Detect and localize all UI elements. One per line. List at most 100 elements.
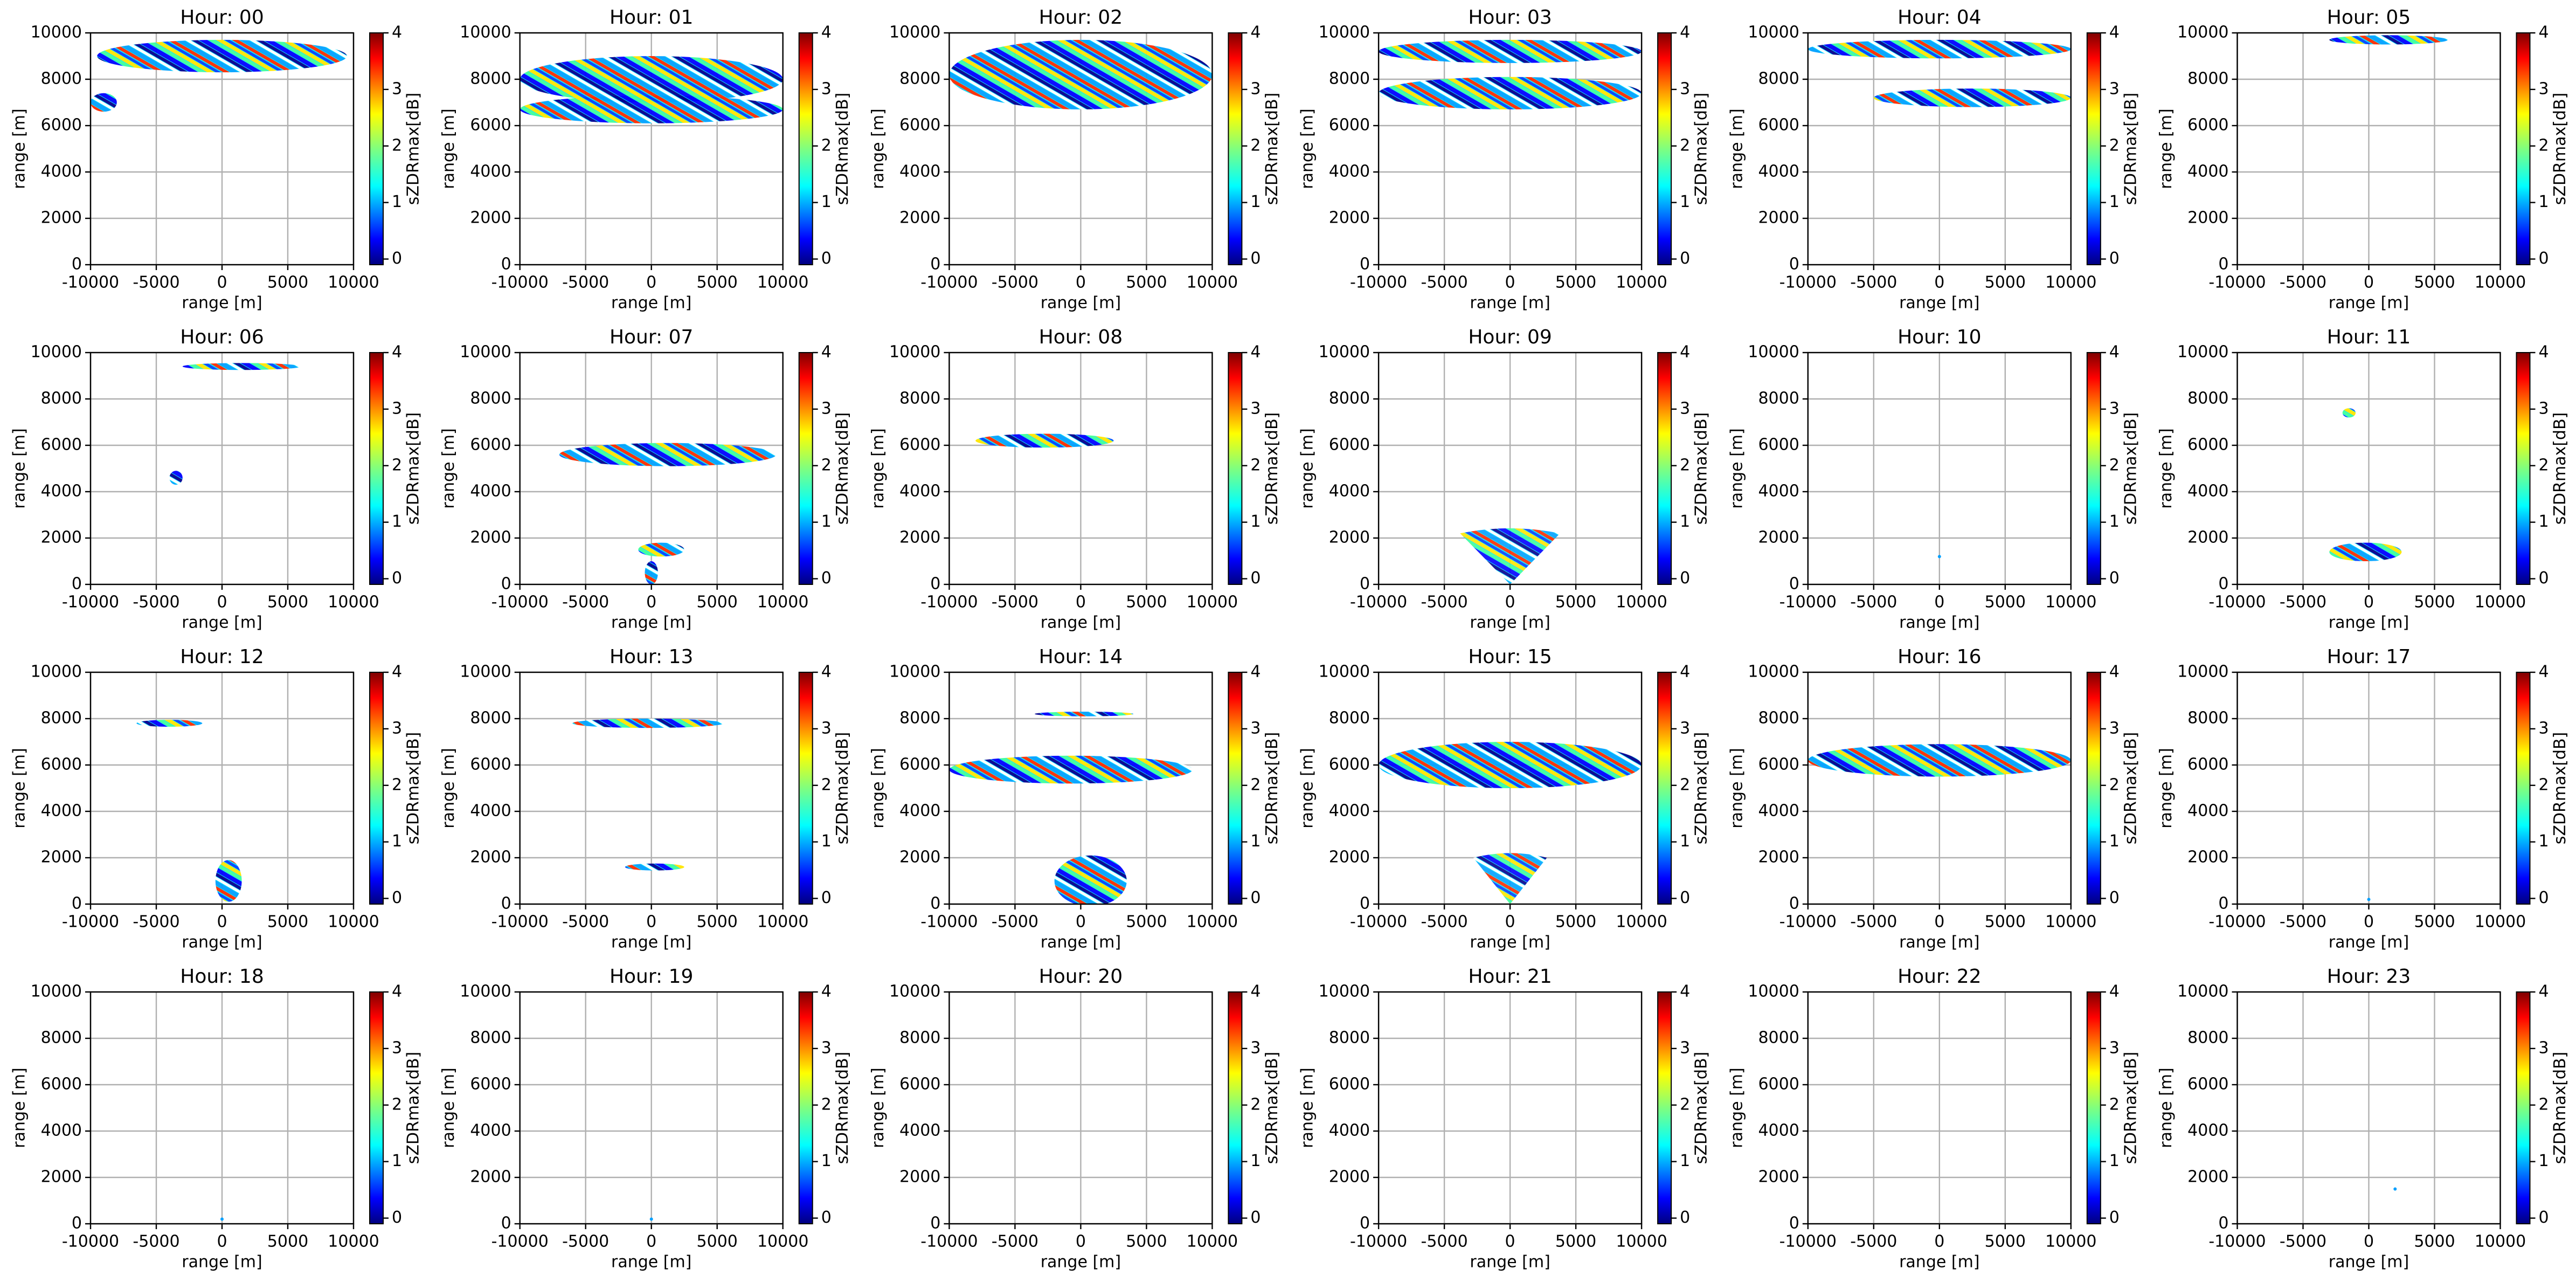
x-axis-label: range [m]: [1470, 1253, 1550, 1272]
colorbar-tick-label: 4: [1680, 982, 1690, 1001]
chart-title: Hour: 11: [2327, 326, 2411, 348]
colorbar-tick-label: 1: [2109, 512, 2120, 531]
y-tick-label: 6000: [41, 1075, 82, 1094]
y-tick-label: 6000: [41, 436, 82, 454]
x-tick-label: 5000: [2414, 913, 2455, 932]
colorbar-tick-label: 4: [1250, 343, 1261, 362]
x-tick-label: -10000: [1350, 1232, 1407, 1251]
panel: -10000 -5000 0 5000 100000200040006000800010…: [869, 326, 1282, 632]
y-tick-label: 2000: [470, 528, 511, 547]
colorbar-label: sZDRmax[dB]: [404, 732, 423, 845]
panel: -10000 -5000 0 5000 100000200040006000800010…: [1727, 6, 2140, 313]
y-axis-label: range [m]: [10, 748, 29, 828]
colorbar-tick-label: 1: [392, 192, 402, 211]
axes-frame: [89, 991, 355, 1225]
colorbar: [2516, 32, 2531, 265]
x-tick-label: -5000: [562, 273, 609, 292]
y-tick-label: 4000: [899, 802, 940, 821]
x-tick-label: 5000: [697, 273, 738, 292]
y-axis-label: range [m]: [10, 428, 29, 508]
y-tick-label: 6000: [470, 436, 511, 454]
chart-title: Hour: 16: [1898, 646, 1981, 668]
y-tick-label: 8000: [41, 709, 82, 728]
colorbar-tick-label: 2: [821, 775, 832, 794]
x-tick-label: -10000: [491, 1232, 549, 1251]
y-tick-label: 0: [930, 894, 940, 913]
colorbar-label: sZDRmax[dB]: [1263, 1052, 1282, 1164]
colorbar-tick-label: 2: [1250, 1095, 1261, 1114]
echo-region: [1808, 39, 2071, 59]
y-tick-label: 2000: [2187, 848, 2228, 867]
y-tick-label: 4000: [41, 802, 82, 821]
y-axis-label: range [m]: [10, 1067, 29, 1148]
colorbar: [369, 672, 384, 905]
axes-frame: [2236, 671, 2501, 905]
panel: -10000 -5000 0 5000 100000200040006000800010…: [439, 646, 852, 952]
x-tick-label: 0: [1934, 273, 1944, 292]
colorbar: [798, 32, 813, 265]
x-axis-label: range [m]: [2329, 614, 2409, 632]
y-tick-label: 4000: [1758, 1121, 1799, 1140]
y-tick-label: 4000: [2187, 802, 2228, 821]
colorbar-tick-label: 2: [2539, 136, 2549, 155]
echo-region: [949, 39, 1213, 109]
chart-title: Hour: 19: [610, 966, 693, 988]
x-tick-label: 5000: [697, 593, 738, 612]
colorbar-tick-label: 3: [392, 719, 402, 738]
x-tick-label: -5000: [133, 913, 179, 932]
x-tick-label: -10000: [62, 913, 119, 932]
echo-layer: [1460, 528, 1560, 584]
colorbar: [798, 352, 813, 585]
echo-layer: [2393, 1187, 2397, 1191]
echo-dot: [2367, 898, 2371, 901]
y-tick-label: 2000: [2187, 209, 2228, 228]
x-tick-label: -5000: [992, 913, 1038, 932]
colorbar-tick-label: 0: [2109, 569, 2120, 588]
panel: -10000 -5000 0 5000 100000200040006000800010…: [10, 326, 423, 632]
colorbar-tick-label: 2: [2539, 775, 2549, 794]
y-tick-label: 10000: [460, 23, 511, 42]
y-tick-label: 10000: [2177, 343, 2228, 362]
echo-region: [638, 542, 684, 557]
y-tick-label: 4000: [41, 1121, 82, 1140]
x-tick-label: 5000: [267, 273, 308, 292]
y-tick-label: 4000: [899, 1121, 940, 1140]
x-tick-label: 5000: [1985, 1232, 2026, 1251]
x-tick-label: 10000: [757, 913, 808, 932]
colorbar-tick-label: 2: [2109, 1095, 2120, 1114]
colorbar-label: sZDRmax[dB]: [833, 1052, 852, 1164]
colorbar-tick-label: 1: [1680, 192, 1690, 211]
x-tick-label: 10000: [757, 273, 808, 292]
chart-title: Hour: 03: [1468, 6, 1552, 29]
colorbar-tick-label: 4: [392, 663, 402, 681]
x-tick-label: -10000: [491, 273, 549, 292]
y-axis-label: range [m]: [1298, 428, 1317, 508]
panel: -10000 -5000 0 5000 100000200040006000800010…: [1298, 966, 1711, 1272]
y-tick-label: 10000: [31, 343, 82, 362]
y-tick-label: 6000: [41, 116, 82, 135]
y-tick-label: 4000: [470, 482, 511, 501]
y-tick-label: 2000: [41, 848, 82, 867]
panel: -10000 -5000 0 5000 100000200040006000800010…: [439, 966, 852, 1272]
echo-region: [625, 863, 684, 871]
panel: -10000 -5000 0 5000 100000200040006000800010…: [439, 6, 852, 313]
y-tick-label: 4000: [2187, 1121, 2228, 1140]
y-tick-label: 2000: [2187, 1168, 2228, 1187]
echo-layer: [572, 719, 724, 871]
colorbar-tick-label: 0: [1250, 569, 1261, 588]
y-tick-label: 6000: [1329, 1075, 1370, 1094]
colorbar-tick-label: 0: [392, 888, 402, 907]
x-tick-label: 10000: [2475, 1232, 2526, 1251]
colorbar-tick-label: 3: [1680, 719, 1690, 738]
colorbar-tick-label: 1: [2109, 832, 2120, 851]
axes-frame: [2236, 351, 2501, 585]
x-tick-label: -10000: [1350, 913, 1407, 932]
chart-title: Hour: 04: [1898, 6, 1981, 29]
colorbar: [1228, 32, 1243, 265]
colorbar-tick-label: 4: [1680, 663, 1690, 681]
colorbar-tick-label: 4: [821, 663, 832, 681]
colorbar-tick-label: 1: [2539, 192, 2549, 211]
colorbar-tick-label: 2: [2539, 456, 2549, 474]
y-tick-label: 4000: [1329, 162, 1370, 181]
y-tick-label: 0: [72, 575, 82, 594]
